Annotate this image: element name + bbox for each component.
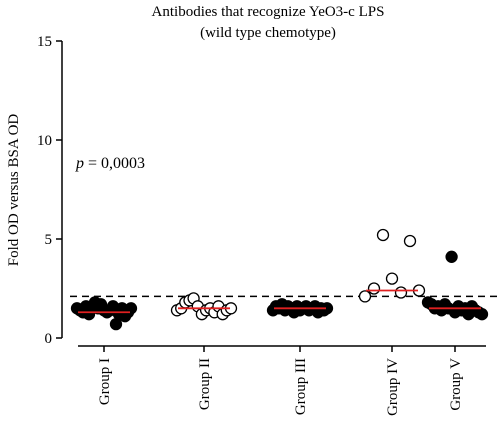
data-point xyxy=(385,272,399,285)
axes: 0 5 10 15 xyxy=(37,34,498,347)
x-tick-label: Group II xyxy=(197,358,213,410)
data-point xyxy=(124,302,138,315)
data-point xyxy=(358,290,372,303)
p-value-symbol: p xyxy=(75,155,84,172)
y-axis-label: Fold OD versus BSA OD xyxy=(6,114,22,267)
p-value-annotation: p = 0,0003 xyxy=(75,155,145,172)
group-points-2 xyxy=(170,292,238,321)
group-points-3 xyxy=(266,298,334,319)
data-point xyxy=(376,228,390,242)
y-tick-label: 5 xyxy=(45,232,53,248)
group-points-1 xyxy=(70,296,138,331)
data-point xyxy=(475,308,489,321)
x-tick-label: Group III xyxy=(293,358,309,415)
group-points-5 xyxy=(421,250,489,321)
y-tick-label: 15 xyxy=(37,34,52,50)
x-tick-label: Group IV xyxy=(385,358,401,416)
data-point xyxy=(394,286,408,299)
group-points-4 xyxy=(358,228,426,303)
x-tick-label: Group I xyxy=(97,358,113,405)
chart-subtitle: (wild type chemotype) xyxy=(200,25,336,41)
x-tick-labels: Group I Group II Group III Group IV Group V xyxy=(97,346,464,416)
y-tick-label: 0 xyxy=(45,331,53,347)
y-tick-label: 10 xyxy=(37,133,52,149)
data-point xyxy=(445,250,458,263)
data-marks xyxy=(70,228,489,331)
chart-title: Antibodies that recognize YeO3-c LPS xyxy=(152,4,385,20)
data-point xyxy=(403,234,417,248)
x-tick-label: Group V xyxy=(448,358,464,411)
p-value-text: = 0,0003 xyxy=(84,155,145,172)
data-point xyxy=(367,282,381,295)
